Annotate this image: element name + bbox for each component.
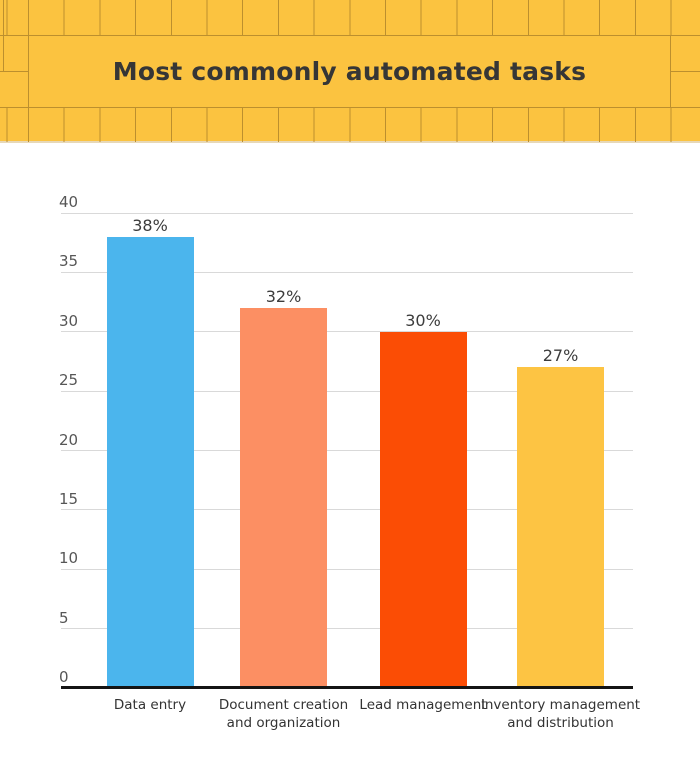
y-tick-label: 40 bbox=[59, 193, 79, 211]
x-category-label: Document creation and organization bbox=[218, 697, 349, 731]
gridline bbox=[61, 509, 633, 511]
gridline bbox=[61, 331, 633, 333]
bar bbox=[240, 308, 327, 686]
gridline bbox=[61, 628, 633, 630]
gridline bbox=[61, 271, 633, 273]
y-tick-label: 30 bbox=[59, 311, 79, 330]
header-grid-bottom bbox=[0, 107, 700, 142]
gridline bbox=[61, 450, 633, 451]
header-title-band: Most commonly automated tasks bbox=[28, 36, 671, 107]
x-axis-line bbox=[61, 686, 633, 689]
header-grid-midline-right bbox=[671, 71, 700, 72]
x-category-label: Inventory management and distribution bbox=[480, 697, 641, 731]
y-tick-label: 10 bbox=[59, 549, 79, 568]
gridline bbox=[61, 212, 633, 214]
y-tick-label: 15 bbox=[59, 489, 79, 508]
bar-value-label: 30% bbox=[405, 310, 441, 330]
y-tick-label: 35 bbox=[59, 252, 79, 271]
bar-value-label: 27% bbox=[542, 346, 579, 366]
bar bbox=[379, 331, 467, 686]
bar bbox=[517, 367, 604, 686]
y-tick-label: 5 bbox=[59, 608, 69, 627]
page-title: Most commonly automated tasks bbox=[112, 57, 587, 86]
y-tick-label: 25 bbox=[59, 371, 79, 390]
gridline bbox=[61, 568, 633, 570]
header-banner: Most commonly automated tasks bbox=[0, 0, 700, 143]
bar-value-label: 38% bbox=[132, 215, 168, 235]
bar-value-label: 32% bbox=[265, 287, 302, 306]
gridline bbox=[61, 390, 633, 392]
x-category-label: Lead management bbox=[359, 697, 487, 713]
x-category-label: Data entry bbox=[113, 697, 187, 713]
y-tick-label: 0 bbox=[59, 668, 69, 686]
bar bbox=[106, 236, 194, 686]
header-grid-top bbox=[0, 0, 700, 36]
header-grid-edge-line bbox=[3, 0, 4, 71]
header-grid-midline-left bbox=[0, 71, 29, 72]
y-tick-label: 20 bbox=[59, 430, 79, 449]
